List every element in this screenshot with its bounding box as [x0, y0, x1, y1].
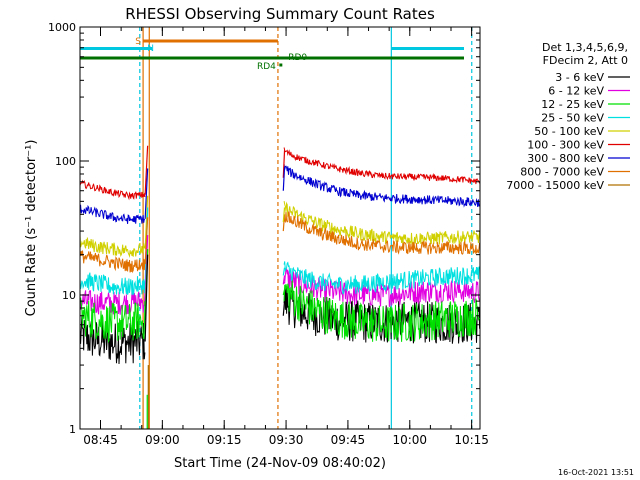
- series-2: [79, 279, 480, 344]
- rise-1: [282, 167, 286, 191]
- axes: 1 10 100 1000 08:45 09:00 09:15 09:30 09:45 10:00…: [48, 21, 489, 447]
- series-3: [79, 261, 481, 296]
- x-tick-label-5: 10:00: [392, 433, 427, 447]
- x-tick-label-4: 09:45: [331, 433, 366, 447]
- rise-6: [282, 289, 286, 296]
- series-4-segment-0: [79, 235, 146, 258]
- spike-0: [144, 145, 149, 195]
- y-tick-label-1: 10: [62, 289, 76, 302]
- series-7-segment-0: [79, 250, 146, 274]
- x-tick-label-0: 08:45: [83, 433, 118, 447]
- rise-0: [282, 150, 286, 178]
- y-tick-label-3: 1000: [48, 21, 76, 34]
- series-4-segment-1: [283, 201, 481, 245]
- legend-label-7: 800 - 7000 keV: [520, 166, 604, 179]
- series-5-segment-1: [283, 147, 481, 185]
- spike-7: [144, 254, 149, 342]
- series-0-segment-0: [79, 314, 146, 365]
- rise-5: [282, 275, 286, 285]
- legend-label-1: 6 - 12 keV: [548, 85, 604, 98]
- series-3-segment-1: [283, 261, 481, 295]
- legend-label-4: 50 - 100 keV: [534, 125, 604, 138]
- spike-1: [144, 168, 149, 219]
- flag-label-RD4: RD4: [257, 62, 276, 72]
- chart-title: RHESSI Observing Summary Count Rates: [125, 5, 435, 23]
- flag-marker-RD4: [279, 63, 283, 67]
- rise-3: [282, 207, 286, 223]
- plot-frame: [79, 26, 481, 430]
- series-3-segment-0: [79, 272, 146, 296]
- y-axis-label: Count Rate (s⁻¹ detector⁻¹): [24, 140, 39, 317]
- legend-label-2: 12 - 25 keV: [541, 98, 604, 111]
- series-2-segment-1: [283, 279, 480, 342]
- pre-gap-spike: [144, 145, 150, 429]
- flag-bars: SN RD0 RD4: [80, 37, 464, 72]
- x-axis-label: Start Time (24-Nov-09 08:40:02): [174, 456, 386, 471]
- series-7-segment-1: [283, 211, 481, 255]
- x-tick-label-1: 09:00: [145, 433, 180, 447]
- x-tick-label-6: 10:15: [454, 433, 489, 447]
- legend: Det 1,3,4,5,6,9, FDecim 2, Att 0 3 - 6 k…: [506, 41, 630, 192]
- series-2-segment-0: [79, 297, 146, 344]
- flag-label-RD0: RD0: [288, 53, 307, 63]
- series-5-segment-0: [79, 179, 146, 201]
- legend-label-8: 7000 - 15000 keV: [506, 179, 604, 192]
- series-4: [79, 201, 481, 258]
- spike-2: [144, 195, 149, 250]
- series-1-segment-1: [283, 268, 481, 308]
- series-6: [79, 164, 481, 224]
- legend-header-line-2: FDecim 2, Att 0: [543, 54, 628, 67]
- data-series: [79, 145, 481, 429]
- y-tick-label-0: 1: [69, 423, 76, 436]
- legend-label-5: 100 - 300 keV: [527, 139, 604, 152]
- series-5: [79, 147, 481, 201]
- legend-label-6: 300 - 800 keV: [527, 152, 604, 165]
- post-gap-rise: [282, 150, 286, 316]
- x-tick-label-3: 09:30: [269, 433, 304, 447]
- legend-header-line-1: Det 1,3,4,5,6,9,: [542, 41, 628, 54]
- series-6-segment-1: [283, 164, 481, 208]
- flag-label-S: S: [135, 37, 141, 47]
- rise-4: [282, 267, 286, 276]
- flag-label-N: N: [147, 44, 154, 54]
- series-7: [79, 211, 481, 274]
- legend-label-3: 25 - 50 keV: [541, 112, 604, 125]
- rise-2: [282, 214, 286, 232]
- legend-label-0: 3 - 6 keV: [555, 71, 604, 84]
- flag-vertical-lines: [139, 27, 473, 429]
- x-tick-label-2: 09:15: [207, 433, 242, 447]
- footer-timestamp: 16-Oct-2021 13:51: [558, 468, 634, 477]
- rise-7: [282, 301, 286, 316]
- spike-4: [144, 217, 149, 265]
- series-6-segment-0: [79, 204, 146, 224]
- y-tick-label-2: 100: [55, 155, 76, 168]
